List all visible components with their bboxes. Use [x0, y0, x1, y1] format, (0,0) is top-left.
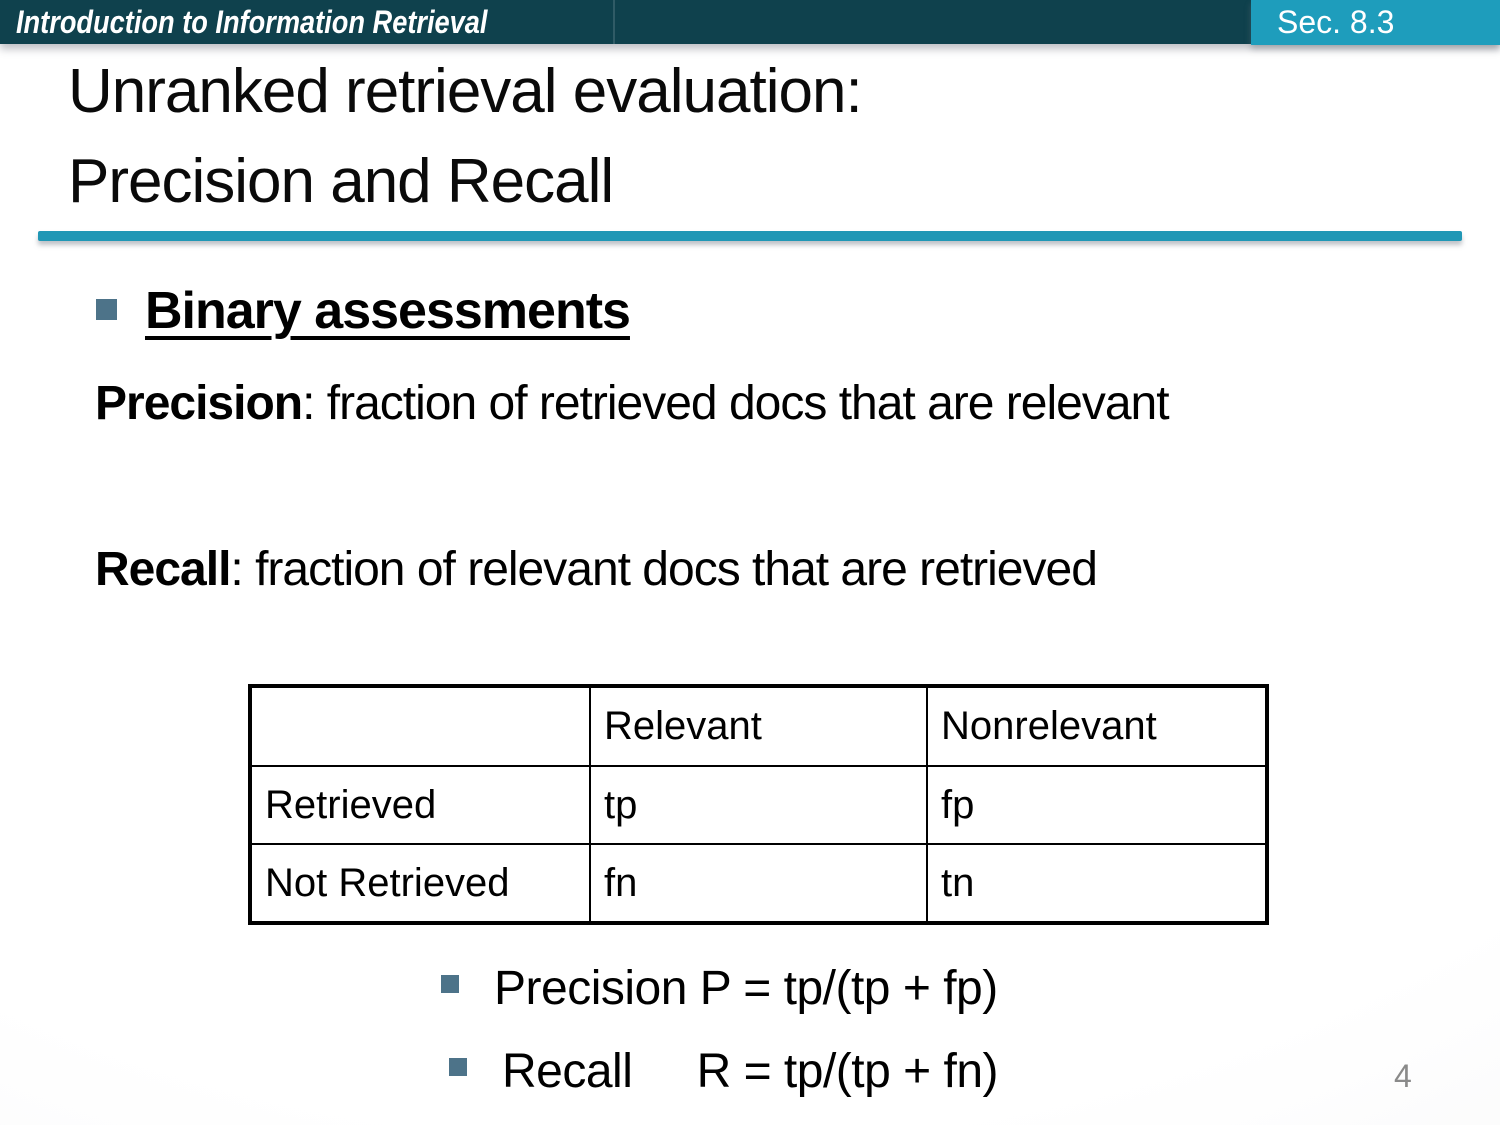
recall-definition: Recall: fraction of relevant docs that a…: [95, 542, 1098, 597]
bullet-square-icon: [441, 975, 459, 993]
table-header-nonrelevant: Nonrelevant: [926, 685, 1268, 767]
slide-title-line1: Unranked retrieval evaluation:: [68, 57, 863, 126]
bullet-square-icon: [96, 299, 117, 320]
precision-term: Precision: [95, 377, 303, 430]
slide-title: Unranked retrieval evaluation: Precision…: [68, 47, 863, 227]
row-label-not-retrieved: Not Retrieved: [249, 843, 591, 924]
recall-formula: Recall R = tp/(tp + fn): [502, 1045, 999, 1098]
table-header-empty-cell: [249, 685, 591, 767]
page-number: 4: [1394, 1058, 1412, 1094]
table-header-row: Relevant Nonrelevant: [249, 685, 1268, 767]
table-header-relevant: Relevant: [589, 685, 928, 767]
slide-title-line2: Precision and Recall: [68, 147, 614, 216]
header-bar: Introduction to Information Retrieval: [0, 0, 1500, 44]
recall-definition-text: : fraction of relevant docs that are ret…: [230, 543, 1097, 596]
recall-term: Recall: [95, 543, 231, 596]
cell-fn: fn: [589, 843, 928, 924]
cell-tn: tn: [926, 843, 1268, 924]
course-title: Introduction to Information Retrieval: [16, 3, 488, 40]
title-rule: [38, 231, 1462, 241]
precision-definition-text: : fraction of retrieved docs that are re…: [302, 377, 1169, 430]
binary-assessments-heading: Binary assessments: [145, 282, 631, 340]
row-label-retrieved: Retrieved: [249, 765, 591, 845]
table-row: Not Retrieved fn tn: [249, 843, 1268, 924]
table-row: Retrieved tp fp: [249, 765, 1268, 845]
bullet-square-icon: [449, 1058, 467, 1076]
contingency-table: Relevant Nonrelevant Retrieved tp fp Not…: [248, 684, 1269, 925]
cell-fp: fp: [926, 765, 1268, 845]
section-badge: Sec. 8.3: [1251, 0, 1500, 45]
precision-formula: Precision P = tp/(tp + fp): [494, 962, 998, 1015]
cell-tp: tp: [589, 765, 928, 845]
precision-definition: Precision: fraction of retrieved docs th…: [95, 376, 1170, 431]
header-divider: [613, 0, 615, 44]
